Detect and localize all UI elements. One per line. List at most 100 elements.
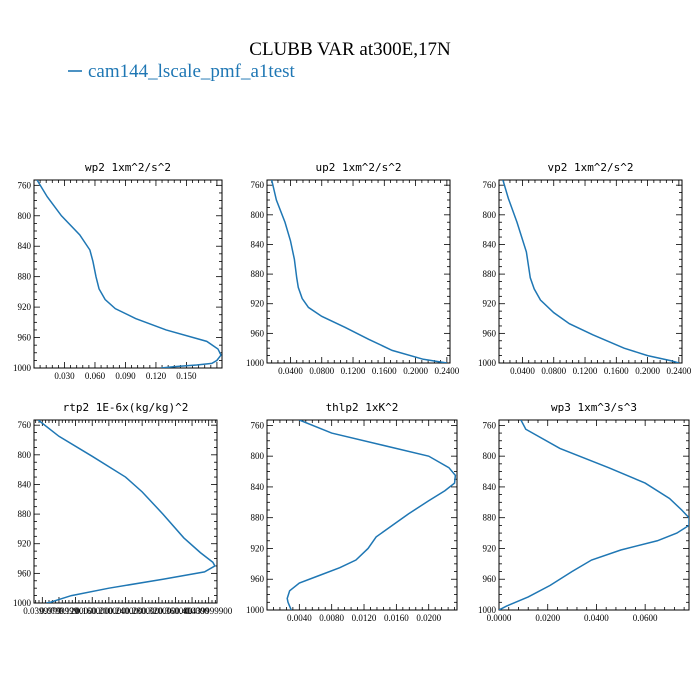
series-line — [499, 420, 689, 610]
y-tick-label: 880 — [251, 269, 265, 279]
y-tick-label: 920 — [483, 299, 497, 309]
plot-frame — [498, 179, 683, 364]
series-line — [36, 180, 222, 368]
y-tick-label: 760 — [483, 180, 497, 190]
x-tick-label: 0.120 — [146, 371, 167, 381]
x-tick-label: 0.0080 — [319, 613, 344, 623]
x-tick-label: 0.1200 — [341, 366, 366, 376]
y-tick-label: 920 — [251, 543, 265, 553]
legend-label: cam144_lscale_pmf_a1test — [88, 61, 296, 82]
x-tick-label: 0.0200 — [535, 613, 560, 623]
panel-title: thlp2 1xK^2 — [326, 401, 399, 414]
x-tick-label: 0.0200 — [416, 613, 441, 623]
plot-frame — [33, 419, 218, 604]
y-tick-label: 840 — [483, 239, 497, 249]
x-tick-label: 0.120000 — [59, 606, 93, 616]
panel-title: wp2 1xm^2/s^2 — [85, 161, 171, 174]
y-tick-label: 920 — [18, 302, 32, 312]
x-tick-label: 0.439999900 — [185, 606, 233, 616]
x-tick-label: 0.1600 — [604, 366, 629, 376]
y-tick-label: 1000 — [478, 358, 497, 368]
panel-4: rtp2 1E-6x(kg/kg)^2 760 800 840 880 920 960 100… — [13, 401, 233, 616]
series-line — [37, 420, 216, 603]
y-tick-label: 880 — [18, 509, 32, 519]
y-tick-label: 760 — [483, 420, 497, 430]
x-tick-label: 0.0400 — [510, 366, 535, 376]
y-tick-label: 840 — [18, 479, 32, 489]
y-tick-label: 760 — [251, 180, 265, 190]
y-tick-label: 1000 — [478, 605, 497, 615]
plot-frame — [33, 179, 223, 369]
y-tick-label: 920 — [483, 543, 497, 553]
x-tick-label: 0.320000 — [142, 606, 176, 616]
plot-frame — [498, 419, 690, 611]
panel-grid: wp2 1xm^2/s^2 760 800 840 880 920 960 1000 0.030… — [13, 161, 692, 623]
x-tick-label: 0.360000 — [159, 606, 193, 616]
x-tick-label: 0.1200 — [573, 366, 598, 376]
y-tick-label: 920 — [18, 539, 32, 549]
x-tick-label: 0.2000 — [403, 366, 428, 376]
y-tick-label: 760 — [251, 420, 265, 430]
x-tick-label: 0.0800 — [309, 366, 334, 376]
x-tick-label: 0.1600 — [372, 366, 397, 376]
y-tick-label: 960 — [18, 568, 32, 578]
x-tick-label: 0.240000 — [109, 606, 143, 616]
x-tick-label: 0.0120 — [352, 613, 377, 623]
panel-title: vp2 1xm^2/s^2 — [547, 161, 633, 174]
y-tick-label: 880 — [483, 513, 497, 523]
y-tick-label: 800 — [18, 211, 32, 221]
y-tick-label: 840 — [18, 241, 32, 251]
y-tick-label: 960 — [251, 328, 265, 338]
x-tick-label: 0.150 — [176, 371, 197, 381]
panel-6: wp3 1xm^3/s^3 760 800 840 880 920 960 10000.000… — [478, 401, 690, 623]
y-tick-label: 760 — [18, 180, 32, 190]
y-tick-label: 800 — [483, 451, 497, 461]
x-tick-label: 0.0399999 — [23, 606, 62, 616]
plot-frame — [266, 179, 451, 364]
y-tick-label: 1000 — [246, 605, 265, 615]
x-tick-label: 0.160000 — [75, 606, 109, 616]
x-tick-label: 0.2000 — [635, 366, 660, 376]
y-tick-label: 920 — [251, 299, 265, 309]
figure-title: CLUBB VAR at300E,17N — [249, 39, 451, 60]
x-tick-label: 0.0160 — [384, 613, 409, 623]
x-tick-label: 0.0600 — [633, 613, 658, 623]
y-tick-label: 840 — [483, 482, 497, 492]
x-tick-label: 0.0400 — [278, 366, 303, 376]
y-tick-label: 800 — [18, 450, 32, 460]
y-tick-label: 960 — [18, 333, 32, 343]
x-tick-label: 0.090 — [115, 371, 136, 381]
x-tick-label: 0.060 — [85, 371, 106, 381]
y-tick-label: 880 — [483, 269, 497, 279]
panel-title: wp3 1xm^3/s^3 — [551, 401, 637, 414]
series-line — [502, 180, 680, 363]
x-tick-label: 0.0400 — [584, 613, 609, 623]
y-tick-label: 880 — [18, 272, 32, 282]
x-tick-label: 0.0040 — [287, 613, 312, 623]
y-tick-label: 880 — [251, 513, 265, 523]
y-tick-label: 960 — [483, 328, 497, 338]
y-tick-label: 960 — [483, 574, 497, 584]
series-line — [270, 180, 447, 363]
panel-1: wp2 1xm^2/s^2 760 800 840 880 920 960 1000 0.030… — [13, 161, 223, 381]
y-tick-label: 800 — [251, 210, 265, 220]
panel-2: up2 1xm^2/s^2 760 800 840 880 920 960 1000 0.040… — [246, 161, 460, 376]
y-tick-label: 800 — [251, 451, 265, 461]
panel-title: rtp2 1E-6x(kg/kg)^2 — [63, 401, 189, 414]
y-tick-label: 960 — [251, 574, 265, 584]
y-tick-label: 1000 — [246, 358, 265, 368]
plot-frame — [266, 419, 458, 611]
x-tick-label: 0.200000 — [92, 606, 126, 616]
x-tick-label: 0.2400 — [666, 366, 691, 376]
y-tick-label: 840 — [251, 482, 265, 492]
y-tick-label: 840 — [251, 239, 265, 249]
y-tick-label: 1000 — [13, 363, 32, 373]
series-line — [286, 420, 457, 610]
x-tick-label: 0.030 — [54, 371, 75, 381]
y-tick-label: 1000 — [13, 598, 32, 608]
x-tick-label: 0.400000 — [175, 606, 209, 616]
x-tick-label: 0.2400 — [434, 366, 459, 376]
panel-title: up2 1xm^2/s^2 — [315, 161, 401, 174]
panel-5: thlp2 1xK^2 760 800 840 880 920 960 1000 0.0040 0… — [246, 401, 458, 623]
